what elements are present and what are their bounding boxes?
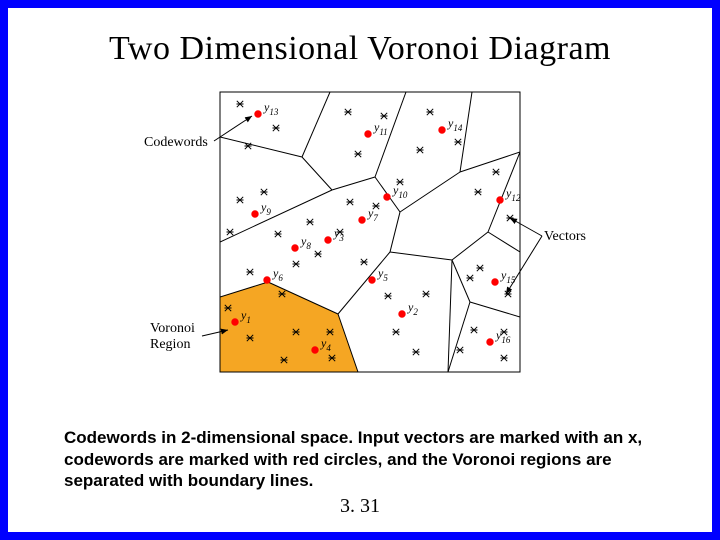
codeword-point: [359, 217, 365, 223]
voronoi-region-label: Voronoi: [150, 321, 195, 336]
codeword-point: [325, 237, 331, 243]
codeword-point: [439, 127, 445, 133]
codeword-point: [399, 311, 405, 317]
codeword-point: [252, 211, 258, 217]
codeword-point: [487, 339, 493, 345]
codeword-point: [369, 277, 375, 283]
codeword-point: [384, 194, 390, 200]
vectors-label: Vectors: [544, 229, 586, 244]
slide-title: Two Dimensional Voronoi Diagram: [8, 30, 712, 68]
caption-text: Codewords in 2-dimensional space. Input …: [64, 427, 672, 492]
codeword-point: [312, 347, 318, 353]
codeword-point: [497, 197, 503, 203]
codewords-label: Codewords: [144, 135, 208, 150]
diagram-container: y13y11y14y12y10y7y3y8y9y6y1y4y5y2y15y16C…: [8, 82, 712, 382]
slide-frame: Two Dimensional Voronoi Diagram y13y11y1…: [0, 0, 720, 540]
codeword-point: [365, 131, 371, 137]
codeword-point: [264, 277, 270, 283]
codeword-point: [292, 245, 298, 251]
voronoi-diagram: y13y11y14y12y10y7y3y8y9y6y1y4y5y2y15y16C…: [100, 82, 620, 382]
codeword-point: [232, 319, 238, 325]
voronoi-region-label: Region: [150, 337, 190, 352]
codeword-point: [492, 279, 498, 285]
codeword-point: [255, 111, 261, 117]
page-number: 3. 31: [8, 495, 712, 518]
